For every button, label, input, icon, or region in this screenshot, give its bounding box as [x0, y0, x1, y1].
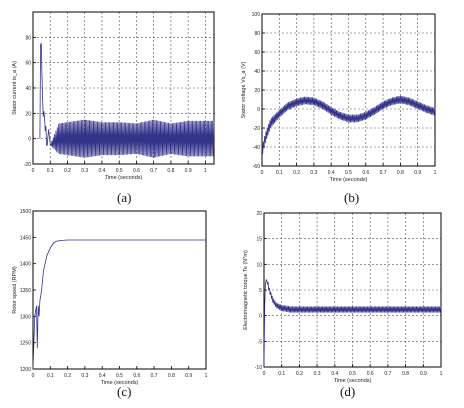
series-line [263, 278, 442, 368]
caption-a: (a) [117, 190, 132, 205]
series-line [261, 95, 436, 154]
caption-b: (b) [344, 190, 360, 205]
x-tick-label: 1 [204, 168, 207, 174]
y-tick-label: 1300 [20, 314, 31, 320]
y-tick-label: 20 [25, 111, 31, 117]
y-axis-label: Stator current is_a (A) [12, 61, 18, 115]
y-tick-label: 80 [25, 35, 31, 41]
y-axis-label: Electromagnetic torque Te (N*m) [243, 250, 249, 330]
x-axis-label: Time (seconds) [334, 378, 372, 384]
x-tick-label: 0.2 [293, 170, 300, 176]
y-tick-label: -20 [24, 162, 31, 168]
chart-panel-c: 0 0.1 0.2 0.3 0.4 0.5 0.6 0.7 0.8 0.9 1 1200 1250 130… [12, 209, 208, 386]
x-tick-label: 0.1 [278, 371, 285, 377]
y-tick-label: 60 [254, 50, 260, 56]
y-tick-label: 1400 [20, 262, 31, 268]
x-tick-label: 0.4 [328, 170, 335, 176]
x-tick-label: 0.7 [150, 168, 157, 174]
x-tick-label: 0.9 [420, 371, 427, 377]
y-axis-label: Rotor speed (RPM) [12, 266, 18, 314]
x-tick-label: 0.3 [314, 371, 321, 377]
y-axis-label: Stator voltage Vs_a (V) [241, 61, 247, 118]
y-tick-label: 60 [25, 61, 31, 67]
x-tick-label: 0 [263, 371, 266, 377]
x-tick-label: 0.5 [349, 371, 356, 377]
chart-panel-d: 0 0.1 0.2 0.3 0.4 0.5 0.6 0.7 0.8 0.9 1 -10 -5 0 5 10 15… [243, 211, 443, 384]
y-tick-label: -10 [255, 365, 262, 371]
x-tick-label: 0.8 [167, 168, 174, 174]
x-tick-label: 1 [205, 373, 208, 379]
x-tick-label: 0.5 [345, 170, 352, 176]
x-tick-label: 0.6 [362, 170, 369, 176]
x-tick-label: 0.2 [64, 373, 71, 379]
y-tick-label: -40 [253, 145, 260, 151]
y-tick-label: -5 [258, 339, 263, 345]
x-tick-label: 0.9 [185, 168, 192, 174]
x-tick-label: 1 [434, 170, 437, 176]
x-tick-label: 0 [32, 168, 35, 174]
x-tick-label: 0.4 [98, 168, 105, 174]
y-tick-label: -20 [253, 126, 260, 132]
y-tick-label: 20 [256, 211, 262, 217]
y-tick-label: 1500 [20, 209, 31, 215]
x-tick-label: 0.3 [81, 373, 88, 379]
x-tick-label: 0.8 [168, 373, 175, 379]
x-axis-label: Time (seconds) [101, 380, 139, 386]
x-axis-label: Time (seconds) [105, 175, 143, 181]
chart-panel-a: 0 0.1 0.2 0.3 0.4 0.5 0.6 0.7 0.8 0.9 1-2002040608… [12, 11, 215, 181]
x-tick-label: 0.7 [151, 373, 158, 379]
x-tick-label: 0.5 [116, 168, 123, 174]
x-tick-label: 0 [32, 373, 35, 379]
y-tick-label: -60 [253, 164, 260, 170]
x-tick-label: 0.6 [133, 168, 140, 174]
x-tick-label: 0.7 [384, 371, 391, 377]
x-tick-label: 0.6 [367, 371, 374, 377]
y-tick-label: 15 [256, 237, 262, 243]
y-tick-label: 40 [254, 69, 260, 75]
y-tick-label: 5 [259, 288, 262, 294]
y-tick-label: 40 [25, 86, 31, 92]
x-tick-label: 0.3 [81, 168, 88, 174]
y-tick-label: 100 [252, 12, 261, 18]
y-tick-label: 80 [254, 31, 260, 37]
x-tick-label: 0.2 [64, 168, 71, 174]
x-tick-label: 0.1 [47, 373, 54, 379]
x-tick-label: 0.4 [331, 371, 338, 377]
caption-c: (c) [117, 384, 132, 399]
x-tick-label: 0.9 [185, 373, 192, 379]
x-tick-label: 0.4 [99, 373, 106, 379]
y-tick-label: 1200 [20, 367, 31, 373]
x-tick-label: 0.5 [116, 373, 123, 379]
y-tick-label: 0 [259, 314, 262, 320]
x-tick-label: 0.3 [310, 170, 317, 176]
y-tick-label: 0 [28, 137, 31, 143]
plot-frame [32, 210, 207, 370]
y-tick-label: 10 [256, 262, 262, 268]
x-tick-label: 1 [440, 371, 443, 377]
x-tick-label: 0.8 [397, 170, 404, 176]
series-line [39, 42, 215, 158]
x-tick-label: 0.1 [47, 168, 54, 174]
y-tick-label: 1250 [20, 341, 31, 347]
x-tick-label: 0.9 [414, 170, 421, 176]
x-axis-label: Time (seconds) [330, 177, 368, 183]
x-tick-label: 0.8 [402, 371, 409, 377]
x-tick-label: 0.1 [276, 170, 283, 176]
x-tick-label: 0 [261, 170, 264, 176]
x-tick-label: 0.7 [380, 170, 387, 176]
y-tick-label: 1450 [20, 235, 31, 241]
series-line [32, 239, 206, 370]
y-tick-label: 0 [257, 107, 260, 113]
caption-d: (d) [340, 384, 356, 399]
x-tick-label: 0.2 [296, 371, 303, 377]
y-tick-label: 1350 [20, 288, 31, 294]
x-tick-label: 0.6 [133, 373, 140, 379]
y-tick-label: 20 [254, 88, 260, 94]
chart-panel-b: 0 0.1 0.2 0.3 0.4 0.5 0.6 0.7 0.8 0.9 1 -60 -40 -20 0 2… [241, 12, 437, 183]
